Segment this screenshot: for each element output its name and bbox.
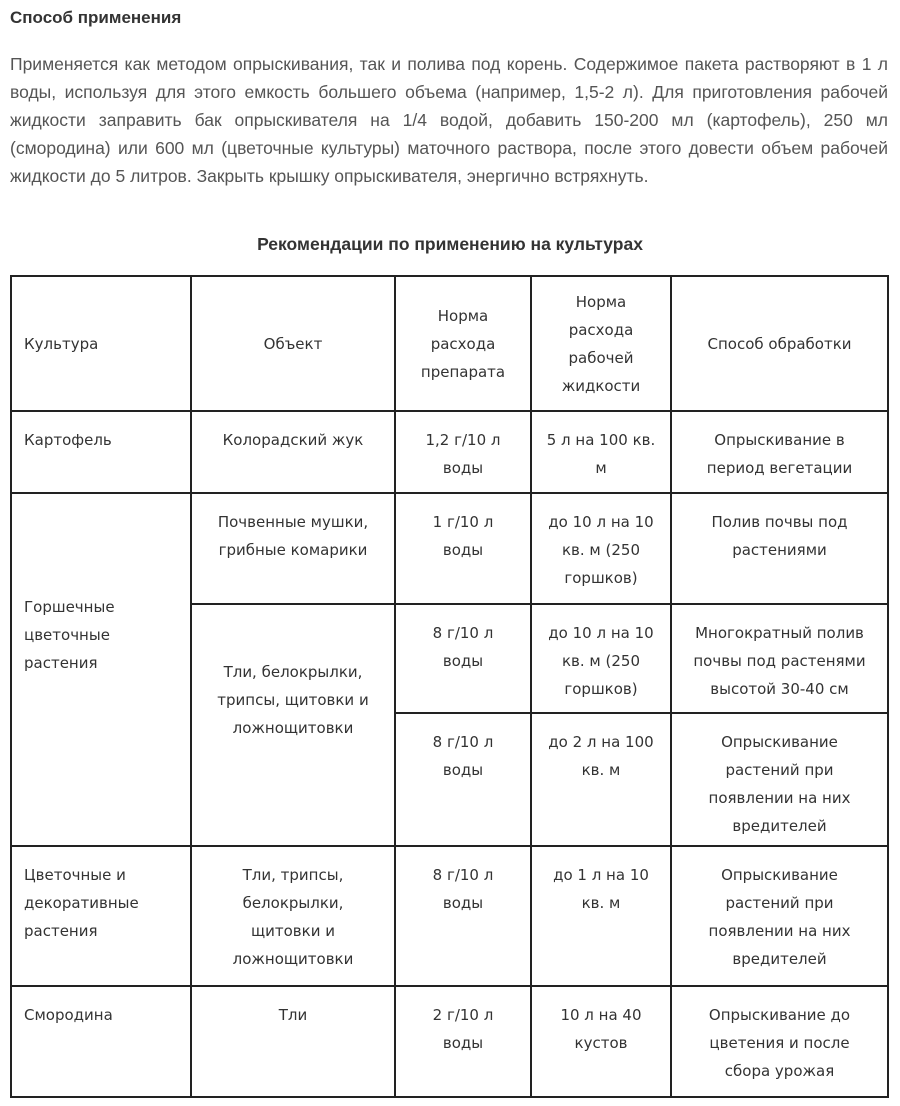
header-culture: Культура	[10, 275, 192, 412]
table-row: 8 г/10 л воды до 2 л на 100 кв. м Опрыск…	[11, 712, 889, 847]
header-dose: Норма расхода препарата	[394, 275, 532, 412]
table-row: Цветочные и декоративные растения Тли, т…	[10, 845, 889, 987]
cell-method: Опрыскивание в период вегетации	[670, 410, 889, 494]
header-liquid: Норма расхода рабочей жидкости	[530, 275, 672, 412]
cell-dose: 1 г/10 л воды	[394, 492, 532, 605]
cell-culture: Горшечные цветочные растения	[10, 492, 192, 847]
table-row: Картофель Колорадский жук 1,2 г/10 л вод…	[10, 410, 889, 494]
cell-method: Полив почвы под растениями	[670, 492, 889, 605]
cell-dose: 8 г/10 л воды	[394, 603, 532, 714]
cell-object: Тли, трипсы, белокрылки, щитовки и ложно…	[190, 845, 396, 987]
cell-object: Почвенные мушки, грибные комарики	[190, 492, 396, 605]
cell-object: Тли, белокрылки, трипсы, щитовки и ложно…	[190, 603, 396, 847]
table-row: Смородина Тли 2 г/10 л воды 10 л на 40 к…	[10, 985, 889, 1098]
cell-culture: Цветочные и декоративные растения	[10, 845, 192, 987]
cell-liquid: до 10 л на 10 кв. м (250 горшков)	[530, 492, 672, 605]
cell-dose: 2 г/10 л воды	[394, 985, 532, 1098]
table-title: Рекомендации по применению на культурах	[257, 234, 643, 254]
cell-object: Тли	[190, 985, 396, 1098]
cell-liquid: до 10 л на 10 кв. м (250 горшков)	[530, 603, 672, 714]
table-row: Тли, белокрылки, трипсы, щитовки и ложно…	[11, 603, 889, 847]
header-object: Объект	[190, 275, 396, 412]
table-header-row: Культура Объект Норма расхода препарата …	[10, 275, 889, 412]
cell-liquid: до 1 л на 10 кв. м	[530, 845, 672, 987]
cell-liquid: до 2 л на 100 кв. м	[530, 712, 672, 847]
cell-dose: 8 г/10 л воды	[394, 845, 532, 987]
recommendations-table: Культура Объект Норма расхода препарата …	[10, 275, 889, 1098]
cell-liquid: 10 л на 40 кустов	[530, 985, 672, 1098]
cell-object: Колорадский жук	[190, 410, 396, 494]
cell-method: Многократный полив почвы под растенями в…	[670, 603, 889, 714]
table-row: Горшечные цветочные растения Почвенные м…	[10, 492, 889, 847]
section-heading: Способ применения	[10, 8, 182, 27]
cell-culture: Картофель	[10, 410, 192, 494]
cell-dose: 8 г/10 л воды	[394, 712, 532, 847]
cell-culture: Смородина	[10, 985, 192, 1098]
cell-method: Опрыскивание растений при появлении на н…	[670, 712, 889, 847]
instructions-paragraph: Применяется как методом опрыскивания, та…	[10, 54, 888, 186]
cell-dose: 1,2 г/10 л воды	[394, 410, 532, 494]
cell-method: Опрыскивание растений при появлении на н…	[670, 845, 889, 987]
header-method: Способ обработки	[670, 275, 889, 412]
cell-method: Опрыскивание до цветения и после сбора у…	[670, 985, 889, 1098]
cell-liquid: 5 л на 100 кв. м	[530, 410, 672, 494]
